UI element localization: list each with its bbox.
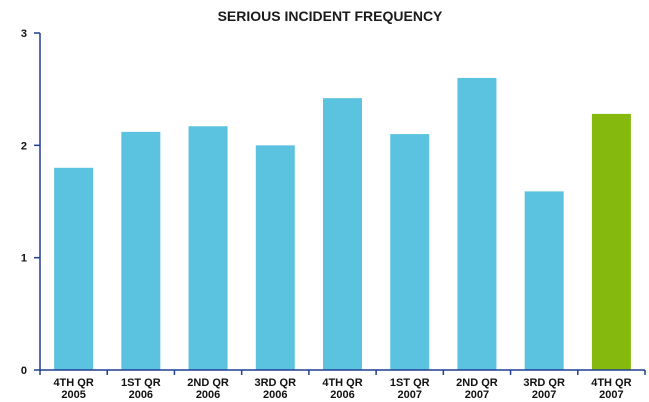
x-tick-label-5-line-0: 1ST QR bbox=[390, 377, 430, 389]
x-tick-label-3-line-0: 3RD QR bbox=[254, 377, 296, 389]
bar-0 bbox=[54, 167, 94, 370]
x-tick-label-8-line-1: 2007 bbox=[599, 389, 623, 401]
bar-3 bbox=[255, 145, 295, 370]
x-tick-label-0-line-0: 4TH QR bbox=[53, 377, 93, 389]
x-tick-label-2-line-1: 2006 bbox=[196, 389, 220, 401]
x-tick-label-3-line-1: 2006 bbox=[263, 389, 287, 401]
x-tick-label-0-line-1: 2005 bbox=[61, 389, 85, 401]
y-tick-label-0: 0 bbox=[21, 365, 27, 377]
x-tick-label-7-line-0: 3RD QR bbox=[523, 377, 565, 389]
y-tick-label-1: 1 bbox=[21, 253, 27, 265]
bar-7 bbox=[524, 191, 564, 370]
x-tick-label-2-line-0: 2ND QR bbox=[187, 377, 229, 389]
bar-6 bbox=[457, 77, 497, 371]
bar-4 bbox=[323, 98, 362, 371]
y-axis: 0 1 2 3 bbox=[21, 28, 41, 377]
bar-5 bbox=[390, 134, 430, 370]
x-tick-label-5-line-1: 2007 bbox=[397, 389, 421, 401]
chart-title: SERIOUS INCIDENT FREQUENCY bbox=[218, 8, 443, 24]
y-tick-label-3: 3 bbox=[21, 28, 27, 40]
bar-1 bbox=[121, 131, 161, 370]
x-tick-label-6-line-0: 2ND QR bbox=[456, 377, 498, 389]
x-tick-label-4-line-1: 2006 bbox=[330, 389, 354, 401]
x-tick-label-7-line-1: 2007 bbox=[532, 389, 556, 401]
x-tick-label-1-line-1: 2006 bbox=[129, 389, 153, 401]
bar-2 bbox=[188, 126, 228, 371]
x-tick-label-8-line-0: 4TH QR bbox=[591, 377, 631, 389]
x-tick-label-6-line-1: 2007 bbox=[465, 389, 489, 401]
bar-8 bbox=[591, 113, 631, 370]
y-tick-label-2: 2 bbox=[21, 140, 27, 152]
x-tick-label-4-line-0: 4TH QR bbox=[322, 377, 362, 389]
bars bbox=[54, 77, 631, 371]
x-tick-label-1-line-0: 1ST QR bbox=[121, 377, 161, 389]
